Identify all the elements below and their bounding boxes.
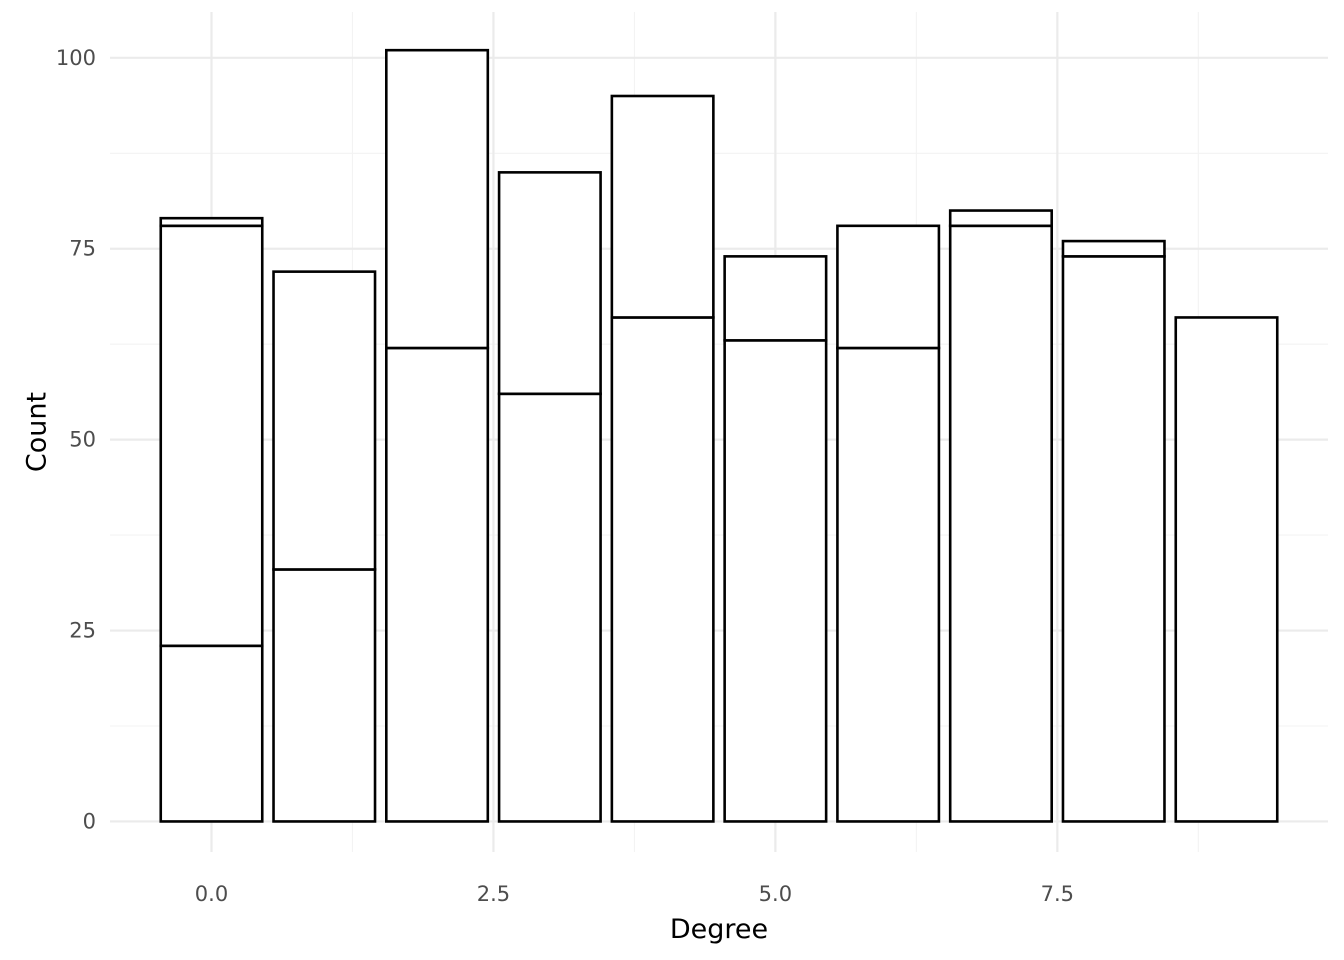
x-tick-label-1: 2.5 bbox=[477, 882, 510, 906]
bar-8-segment-0 bbox=[1061, 255, 1166, 823]
x-axis-title: Degree bbox=[670, 914, 768, 945]
x-tick-label-2: 5.0 bbox=[759, 882, 792, 906]
bar-1-segment-1 bbox=[272, 270, 377, 571]
bar-0-segment-2 bbox=[159, 216, 264, 228]
bar-2-segment-1 bbox=[385, 48, 490, 350]
bar-6-segment-0 bbox=[836, 346, 941, 823]
bar-4-segment-1 bbox=[610, 94, 715, 319]
x-tick-label-3: 7.5 bbox=[1041, 882, 1074, 906]
bar-1-segment-0 bbox=[272, 568, 377, 823]
bar-3-segment-1 bbox=[497, 171, 602, 396]
y-tick-label-3: 75 bbox=[69, 237, 96, 261]
bar-4-segment-0 bbox=[610, 316, 715, 823]
bar-3-segment-0 bbox=[497, 392, 602, 823]
bar-8-segment-1 bbox=[1061, 239, 1166, 258]
x-axis-tick-labels: 0.0 2.5 5.0 7.5 bbox=[195, 882, 1074, 906]
x-tick-label-0: 0.0 bbox=[195, 882, 228, 906]
bar-7-segment-0 bbox=[948, 224, 1053, 823]
bar-5-segment-1 bbox=[723, 255, 828, 342]
y-tick-label-1: 25 bbox=[69, 619, 96, 643]
bar-7-segment-1 bbox=[948, 209, 1053, 228]
bar-2-segment-0 bbox=[385, 346, 490, 823]
bar-9-segment-0 bbox=[1174, 316, 1279, 823]
y-axis-title: Count bbox=[21, 392, 52, 472]
bar-0-segment-0 bbox=[159, 644, 264, 823]
bar-0-segment-1 bbox=[159, 224, 264, 648]
bar-5-segment-0 bbox=[723, 339, 828, 823]
y-axis-tick-labels: 0 25 50 75 100 bbox=[56, 46, 96, 834]
bars bbox=[159, 48, 1279, 823]
y-tick-label-4: 100 bbox=[56, 46, 96, 70]
bar-6-segment-1 bbox=[836, 224, 941, 350]
y-tick-label-2: 50 bbox=[69, 428, 96, 452]
y-tick-label-0: 0 bbox=[83, 809, 96, 833]
